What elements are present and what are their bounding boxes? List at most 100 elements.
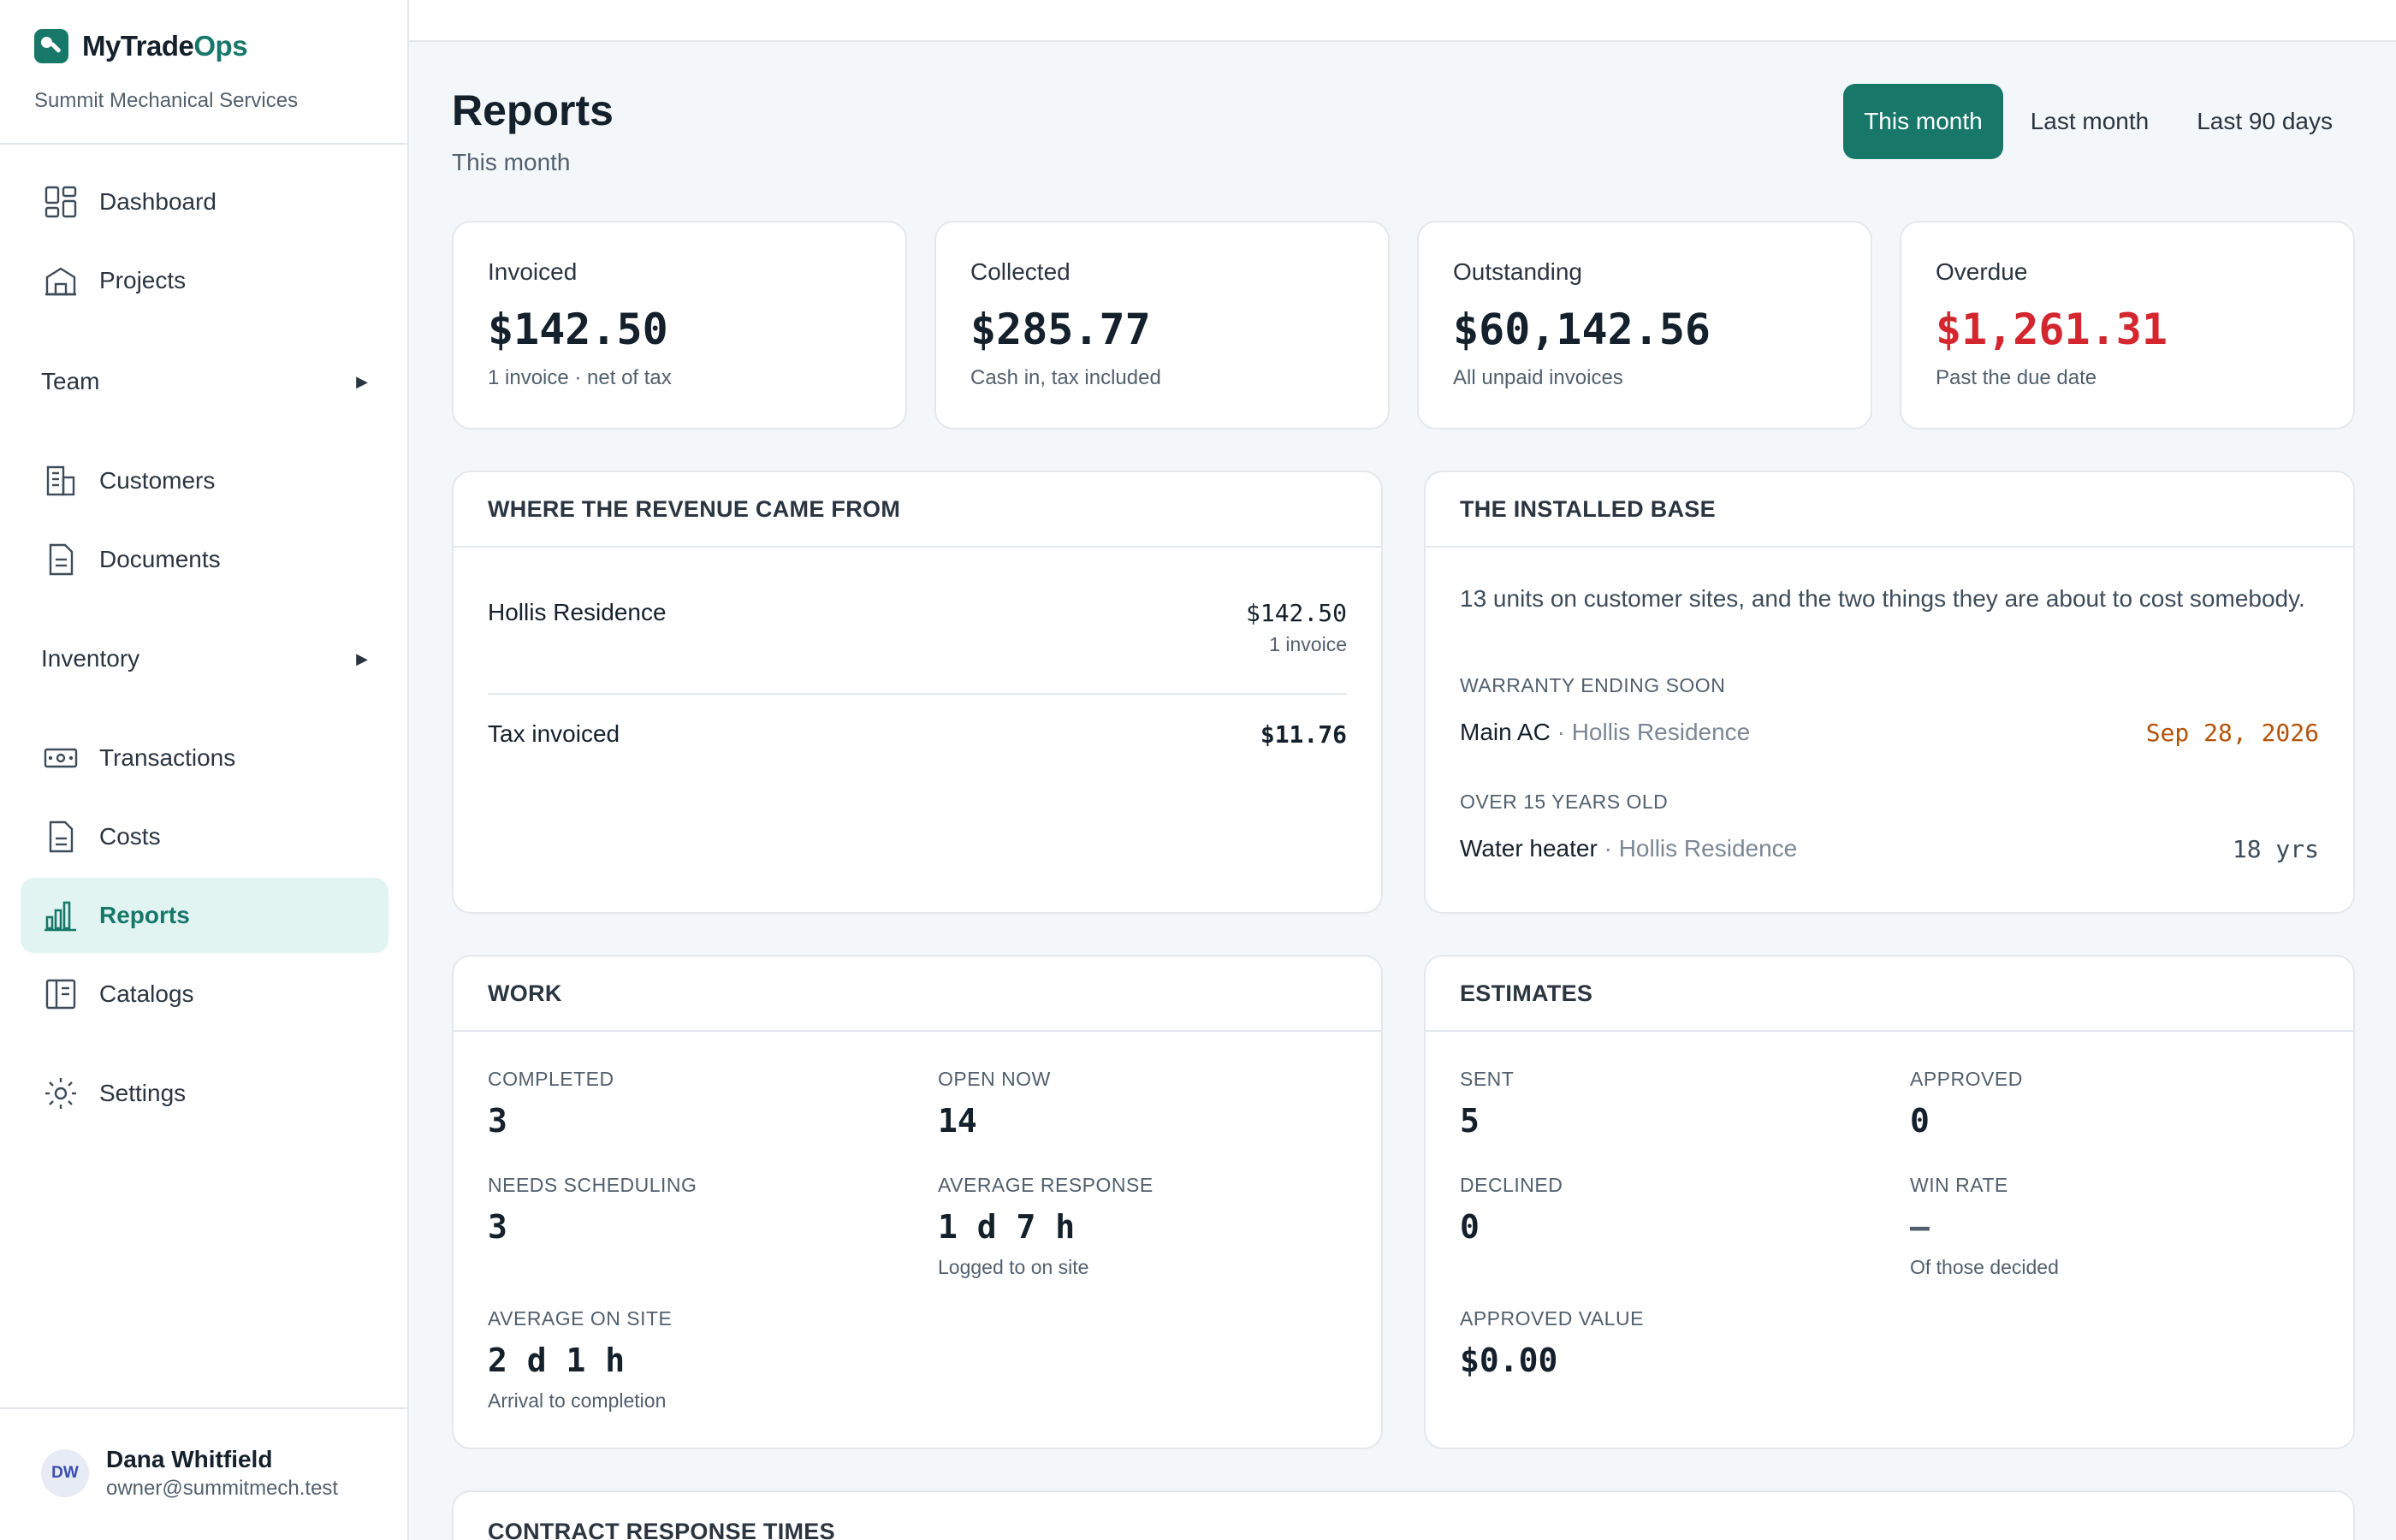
list-item[interactable]: Hollis Residence $142.50 1 invoice bbox=[488, 599, 1347, 667]
kpi-note: Past the due date bbox=[1936, 366, 2097, 389]
kpi-value: $1,261.31 bbox=[1936, 305, 2168, 354]
tab-last-month[interactable]: Last month bbox=[2030, 108, 2150, 134]
kpi-label: Outstanding bbox=[1453, 258, 1582, 285]
sidebar-item-label: Reports bbox=[99, 902, 190, 928]
app-name: MyTradeOps bbox=[82, 30, 248, 62]
sidebar-item-label: Catalogs bbox=[99, 980, 194, 1007]
reports-icon bbox=[43, 897, 79, 933]
old-unit-item[interactable]: Water heater · Hollis Residence bbox=[1460, 835, 1798, 862]
warranty-date: Sep 28, 2026 bbox=[2145, 719, 2319, 747]
settings-icon bbox=[43, 1075, 79, 1111]
avatar: DW bbox=[41, 1449, 89, 1497]
kpi-value: $142.50 bbox=[488, 305, 668, 354]
stat-approved: 0 bbox=[1910, 1102, 1930, 1140]
sidebar-item-label: Costs bbox=[99, 823, 161, 850]
user-name: Dana Whitfield bbox=[106, 1446, 273, 1472]
stat-average-response: 1 d 7 h bbox=[938, 1208, 1076, 1246]
page-title: Reports bbox=[452, 86, 614, 134]
divider bbox=[0, 143, 407, 145]
sidebar-item-label: Dashboard bbox=[99, 188, 216, 215]
installed-base-intro: 13 units on customer sites, and the two … bbox=[1460, 585, 2305, 612]
stat-label: OPEN NOW bbox=[938, 1068, 1051, 1090]
sidebar-group-team[interactable]: Team ▶ bbox=[21, 356, 388, 407]
kpi-note: All unpaid invoices bbox=[1453, 366, 1623, 389]
estimates-panel: ESTIMATES SENT 5 APPROVED 0 DECLINED 0 W… bbox=[1424, 955, 2355, 1449]
user-email: owner@summitmech.test bbox=[106, 1477, 339, 1500]
stat-sent: 5 bbox=[1460, 1102, 1480, 1140]
stat-declined: 0 bbox=[1460, 1208, 1480, 1246]
stat-note: Arrival to completion bbox=[488, 1389, 667, 1412]
brand[interactable]: MyTradeOps bbox=[34, 29, 248, 63]
sidebar-item-label: Customers bbox=[99, 467, 216, 494]
kpi-value: $60,142.56 bbox=[1453, 305, 1711, 354]
stat-note: Of those decided bbox=[1910, 1256, 2059, 1278]
sidebar-item-documents[interactable]: Documents bbox=[21, 522, 388, 597]
stat-label: NEEDS SCHEDULING bbox=[488, 1174, 697, 1196]
stat-needs-scheduling: 3 bbox=[488, 1208, 507, 1246]
tax-label: Tax invoiced bbox=[488, 720, 620, 747]
age-caption: OVER 15 YEARS OLD bbox=[1460, 791, 1669, 813]
kpi-card-invoiced: Invoiced $142.50 1 invoice · net of tax bbox=[452, 221, 907, 429]
top-bar bbox=[409, 0, 2396, 42]
sidebar-item-label: Inventory bbox=[41, 645, 140, 672]
user-menu[interactable]: DW Dana Whitfield owner@summitmech.test bbox=[41, 1446, 338, 1501]
projects-icon bbox=[43, 263, 79, 299]
panel-title: WORK bbox=[454, 957, 1381, 1032]
tab-this-month[interactable]: This month bbox=[1843, 84, 2003, 159]
kpi-label: Invoiced bbox=[488, 258, 578, 285]
old-unit-age: 18 yrs bbox=[2232, 835, 2319, 863]
warranty-caption: WARRANTY ENDING SOON bbox=[1460, 674, 1726, 696]
sidebar-item-label: Transactions bbox=[99, 744, 236, 771]
tab-last-90-days[interactable]: Last 90 days bbox=[2197, 108, 2333, 134]
dashboard-icon bbox=[43, 184, 79, 220]
sidebar-item-catalogs[interactable]: Catalogs bbox=[21, 957, 388, 1032]
tax-amount: $11.76 bbox=[1260, 720, 1347, 749]
caret-right-icon: ▶ bbox=[356, 649, 368, 667]
kpi-card-overdue: Overdue $1,261.31 Past the due date bbox=[1900, 221, 2355, 429]
panel-title: ESTIMATES bbox=[1426, 957, 2353, 1032]
divider bbox=[488, 693, 1347, 695]
stat-average-on-site: 2 d 1 h bbox=[488, 1342, 626, 1379]
sidebar-item-label: Documents bbox=[99, 546, 221, 572]
sidebar: MyTradeOps Summit Mechanical Services Da… bbox=[0, 0, 409, 1540]
sidebar-group-inventory[interactable]: Inventory ▶ bbox=[21, 633, 388, 684]
kpi-note: 1 invoice · net of tax bbox=[488, 366, 672, 389]
stat-label: WIN RATE bbox=[1910, 1174, 2008, 1196]
page-subtitle: This month bbox=[452, 149, 571, 175]
transactions-icon bbox=[43, 740, 79, 776]
stat-label: COMPLETED bbox=[488, 1068, 614, 1090]
costs-icon bbox=[43, 819, 79, 855]
brand-logo-icon bbox=[34, 29, 68, 63]
sidebar-item-reports[interactable]: Reports bbox=[21, 878, 388, 953]
kpi-card-outstanding: Outstanding $60,142.56 All unpaid invoic… bbox=[1417, 221, 1872, 429]
stat-completed: 3 bbox=[488, 1102, 507, 1140]
caret-right-icon: ▶ bbox=[356, 372, 368, 390]
sidebar-item-dashboard[interactable]: Dashboard bbox=[21, 164, 388, 240]
sidebar-item-label: Settings bbox=[99, 1080, 187, 1106]
divider bbox=[0, 1407, 407, 1409]
revenue-panel: WHERE THE REVENUE CAME FROM Hollis Resid… bbox=[452, 471, 1383, 914]
revenue-source-amount: $142.50 bbox=[1245, 599, 1347, 627]
stat-label: DECLINED bbox=[1460, 1174, 1563, 1196]
stat-open-now: 14 bbox=[938, 1102, 977, 1140]
sidebar-item-label: Team bbox=[41, 368, 100, 394]
kpi-value: $285.77 bbox=[970, 305, 1151, 354]
customers-icon bbox=[43, 463, 79, 499]
sidebar-item-settings[interactable]: Settings bbox=[21, 1056, 388, 1131]
sidebar-item-costs[interactable]: Costs bbox=[21, 799, 388, 874]
catalogs-icon bbox=[43, 976, 79, 1012]
stat-label: APPROVED bbox=[1910, 1068, 2023, 1090]
sidebar-item-customers[interactable]: Customers bbox=[21, 443, 388, 518]
company-name: Summit Mechanical Services bbox=[34, 89, 299, 112]
panel-title: WHERE THE REVENUE CAME FROM bbox=[454, 472, 1381, 548]
kpi-label: Overdue bbox=[1936, 258, 2028, 285]
kpi-card-collected: Collected $285.77 Cash in, tax included bbox=[934, 221, 1390, 429]
panel-title: CONTRACT RESPONSE TIMES bbox=[488, 1518, 835, 1540]
work-panel: WORK COMPLETED 3 OPEN NOW 14 NEEDS SCHED… bbox=[452, 955, 1383, 1449]
contract-response-panel: CONTRACT RESPONSE TIMES bbox=[452, 1490, 2355, 1540]
sidebar-item-transactions[interactable]: Transactions bbox=[21, 720, 388, 796]
stat-label: SENT bbox=[1460, 1068, 1515, 1090]
installed-base-panel: THE INSTALLED BASE 13 units on customer … bbox=[1424, 471, 2355, 914]
sidebar-item-projects[interactable]: Projects bbox=[21, 243, 388, 318]
warranty-item[interactable]: Main AC · Hollis Residence bbox=[1460, 719, 1751, 745]
